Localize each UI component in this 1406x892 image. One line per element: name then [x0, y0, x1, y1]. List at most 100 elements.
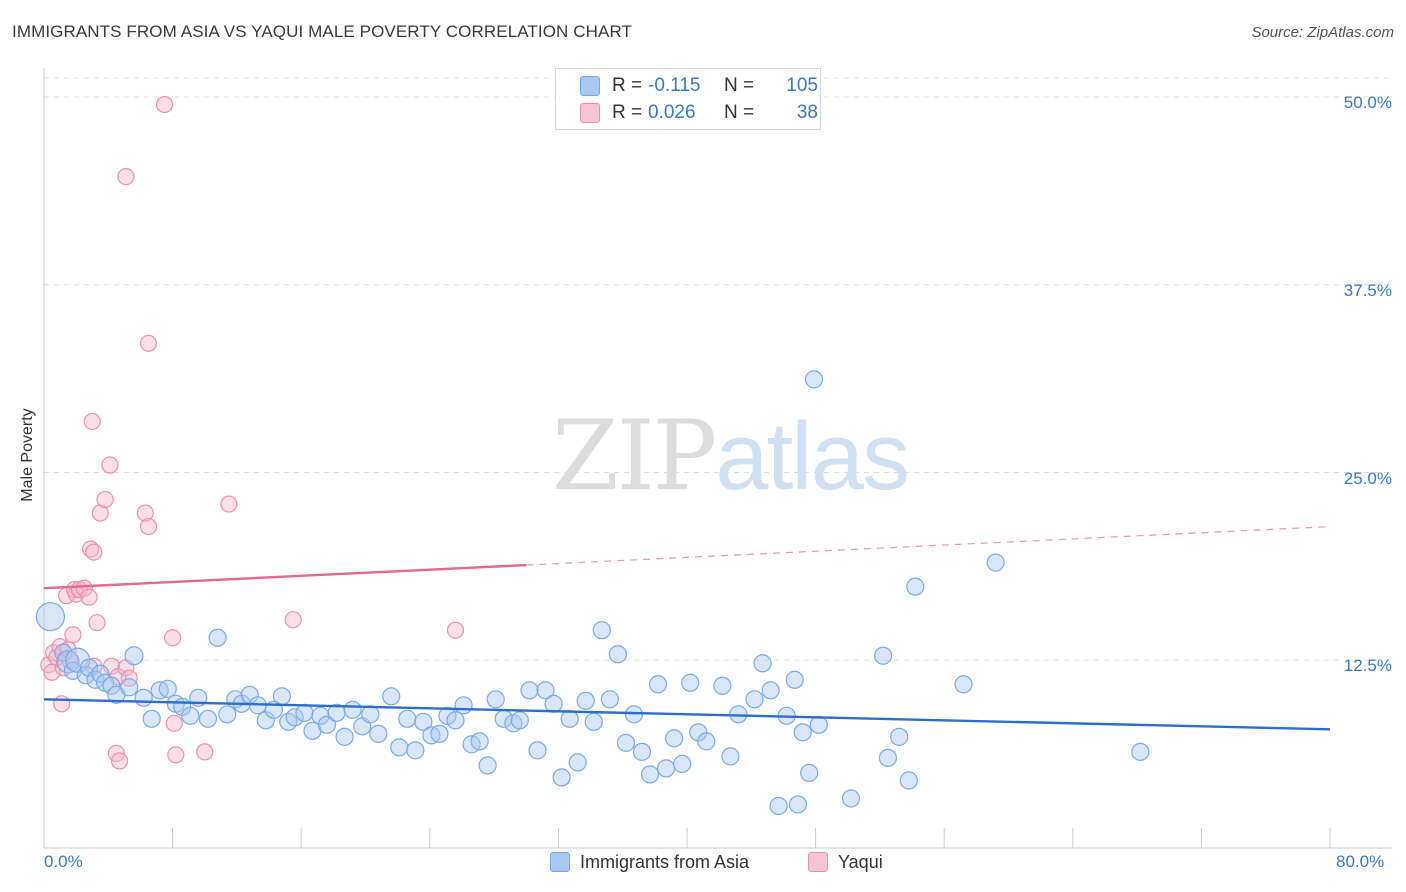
point-immigrants — [906, 577, 925, 596]
point-immigrants — [142, 709, 161, 728]
point-immigrants — [510, 711, 529, 730]
point-yaqui — [85, 543, 103, 561]
point-immigrants — [878, 748, 898, 767]
point-yaqui — [96, 490, 114, 509]
trend-line-immigrants — [43, 698, 1331, 731]
point-immigrants — [841, 789, 861, 808]
point-yaqui — [91, 504, 109, 522]
legend-swatch-blue — [580, 76, 600, 96]
point-immigrants — [406, 741, 425, 760]
legend-r-label: R = — [612, 102, 643, 123]
point-immigrants — [35, 602, 66, 632]
point-immigrants — [681, 673, 700, 692]
x-tick-max: 80.0% — [1336, 852, 1385, 871]
point-immigrants — [665, 729, 684, 748]
y-tick-label: 12.5% — [1343, 656, 1392, 676]
point-immigrants — [470, 732, 489, 751]
point-immigrants — [124, 646, 144, 666]
trend-line-yaqui — [43, 563, 527, 590]
point-yaqui — [136, 504, 154, 522]
point-immigrants — [134, 688, 153, 707]
point-immigrants — [592, 621, 611, 640]
chart-title: IMMIGRANTS FROM ASIA VS YAQUI MALE POVER… — [12, 22, 633, 41]
legend-label-yaqui: Yaqui — [838, 852, 883, 872]
legend-r-value: 0.026 — [648, 102, 696, 123]
point-immigrants — [102, 676, 121, 695]
point-immigrants — [54, 643, 73, 662]
point-immigrants — [890, 727, 909, 746]
point-yaqui — [284, 611, 302, 629]
source-label: Source: ZipAtlas.com — [1251, 24, 1394, 41]
point-immigrants — [785, 670, 804, 689]
point-immigrants — [446, 711, 465, 730]
y-tick-label: 25.0% — [1343, 468, 1392, 488]
point-yaqui — [220, 495, 238, 513]
grid-lines — [44, 77, 1392, 661]
point-immigrants — [198, 709, 218, 728]
correlation-legend: R = -0.115 N = 105 R = 0.026 N = 38 — [555, 68, 821, 130]
trend-line-yaqui-extension — [526, 525, 1331, 566]
point-immigrants — [616, 733, 636, 752]
trend-lines — [43, 525, 1331, 731]
legend-n-value: 105 — [786, 75, 818, 96]
point-immigrants — [600, 690, 619, 709]
y-tick-label: 50.0% — [1343, 93, 1392, 112]
legend-swatch-pink — [580, 103, 600, 123]
point-immigrants — [673, 754, 692, 773]
point-immigrants — [640, 765, 660, 784]
point-immigrants — [899, 771, 918, 790]
point-immigrants — [986, 553, 1005, 572]
point-immigrants — [120, 678, 139, 697]
point-immigrants — [769, 796, 788, 816]
point-immigrants — [285, 708, 304, 727]
point-immigrants — [713, 676, 732, 695]
point-immigrants — [486, 690, 505, 709]
legend-n-label: N = — [724, 75, 755, 96]
point-yaqui — [446, 621, 465, 639]
point-immigrants — [361, 705, 380, 724]
point-yaqui — [88, 614, 106, 632]
point-yaqui — [196, 743, 214, 761]
legend-swatch-pink — [808, 852, 828, 872]
point-immigrants — [369, 724, 388, 743]
legend-r-label: R = — [612, 75, 643, 96]
point-immigrants — [520, 681, 539, 700]
legend-n-label: N = — [724, 102, 755, 123]
point-immigrants — [874, 646, 893, 665]
point-immigrants — [91, 664, 110, 683]
point-immigrants — [793, 723, 812, 742]
point-immigrants — [335, 727, 354, 746]
point-immigrants — [721, 747, 740, 766]
point-immigrants — [608, 645, 627, 664]
point-immigrants — [800, 763, 819, 783]
axes — [43, 68, 1392, 849]
point-immigrants — [454, 696, 473, 715]
point-immigrants — [697, 732, 716, 751]
point-immigrants — [745, 690, 764, 709]
point-immigrants — [954, 675, 973, 694]
point-yaqui — [164, 629, 182, 647]
point-immigrants — [414, 712, 433, 731]
point-immigrants — [390, 738, 409, 757]
point-immigrants — [272, 687, 292, 706]
y-axis-label: Male Poverty — [19, 408, 36, 502]
point-immigrants — [657, 759, 676, 778]
point-immigrants — [576, 691, 595, 710]
point-immigrants — [1131, 742, 1150, 761]
x-tick-min: 0.0% — [44, 852, 83, 871]
point-yaqui — [167, 746, 185, 764]
legend-item-immigrants: Immigrants from Asia — [550, 852, 749, 873]
point-immigrants — [788, 795, 808, 814]
point-immigrants — [181, 706, 200, 725]
point-immigrants — [552, 768, 571, 787]
point-immigrants — [560, 709, 579, 728]
point-immigrants — [317, 715, 337, 734]
point-immigrants — [208, 628, 227, 647]
point-immigrants — [804, 370, 824, 389]
point-yaqui — [155, 95, 174, 114]
point-yaqui — [117, 168, 135, 186]
point-yaqui — [80, 588, 98, 606]
point-immigrants — [398, 709, 417, 728]
point-immigrants — [218, 705, 237, 724]
point-immigrants — [544, 694, 563, 713]
